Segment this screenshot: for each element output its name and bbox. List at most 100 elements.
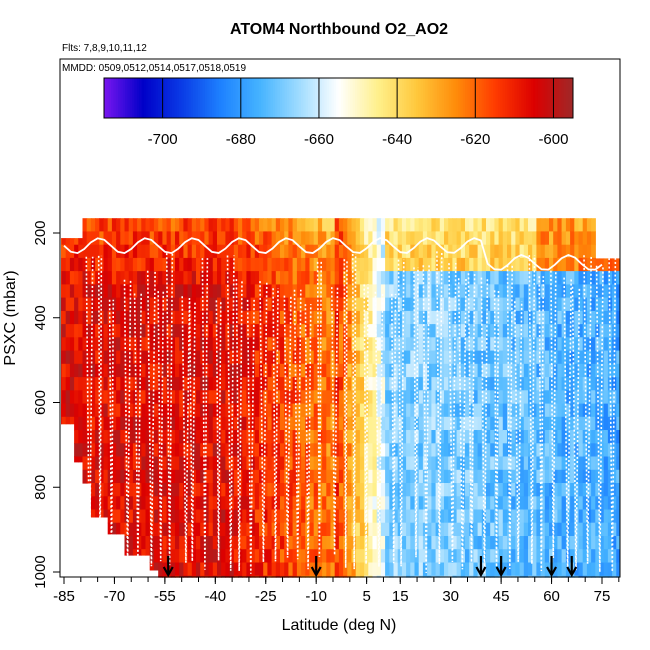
heatmap-cell — [380, 284, 386, 299]
heatmap-cell — [490, 363, 495, 378]
heatmap-cell — [305, 284, 311, 299]
heatmap-cell — [183, 377, 189, 391]
heatmap-cell — [586, 310, 592, 325]
heatmap-cell — [502, 456, 508, 471]
heatmap-cell — [578, 536, 584, 550]
heatmap-cell — [557, 271, 563, 285]
heatmap-cell — [246, 244, 252, 259]
heatmap-cell — [473, 257, 479, 272]
heatmap-cell — [183, 350, 189, 365]
colorbar-swatch — [164, 78, 168, 118]
heatmap-cell — [435, 297, 441, 312]
heatmap-cell — [494, 363, 500, 378]
profile-track — [201, 258, 209, 570]
heatmap-cell — [137, 324, 142, 338]
heatmap-cell — [322, 324, 327, 338]
heatmap-cell — [435, 218, 441, 232]
heatmap-cell — [595, 549, 601, 563]
heatmap-cell — [191, 218, 197, 232]
heatmap-cell — [212, 257, 218, 272]
heatmap-cell — [406, 390, 411, 405]
heatmap-cell — [263, 536, 268, 550]
heatmap-cell — [288, 483, 294, 497]
x-tick-label: 15 — [392, 588, 409, 605]
colorbar-swatch — [547, 78, 550, 118]
heatmap-cell — [175, 231, 180, 246]
heatmap-cell — [380, 324, 386, 338]
heatmap-cell — [544, 244, 550, 259]
heatmap-cell — [544, 350, 550, 365]
heatmap-cell — [200, 231, 205, 246]
heatmap-cell — [254, 536, 260, 550]
heatmap-cell — [338, 231, 344, 246]
heatmap-cell — [582, 377, 588, 391]
heatmap-cell — [351, 218, 357, 232]
heatmap-cell — [191, 496, 197, 511]
y-axis-label: PSXC (mbar) — [2, 270, 19, 365]
heatmap-cell — [158, 244, 163, 259]
heatmap-cell — [376, 509, 382, 524]
heatmap-cell — [502, 536, 508, 550]
heatmap-cell — [137, 297, 142, 312]
heatmap-cell — [250, 297, 256, 312]
heatmap-cell — [69, 363, 75, 378]
heatmap-cell — [338, 430, 344, 444]
heatmap-cell — [448, 310, 453, 325]
heatmap-cell — [422, 350, 428, 365]
heatmap-cell — [330, 469, 336, 484]
heatmap-cell — [582, 562, 588, 577]
heatmap-cell — [418, 483, 424, 497]
heatmap-cell — [561, 483, 567, 497]
heatmap-cell — [452, 536, 458, 550]
heatmap-cell — [511, 562, 516, 577]
heatmap-cell — [288, 522, 294, 537]
heatmap-cell — [120, 509, 126, 524]
heatmap-cell — [519, 416, 525, 431]
heatmap-cell — [557, 509, 563, 524]
heatmap-cell — [141, 496, 147, 511]
colorbar-swatch — [493, 78, 497, 118]
heatmap-cell — [217, 284, 222, 299]
heatmap-cell — [401, 483, 407, 497]
heatmap-cell — [208, 430, 214, 444]
heatmap-cell — [456, 377, 462, 391]
heatmap-cell — [532, 218, 537, 232]
heatmap-cell — [528, 310, 533, 325]
heatmap-cell — [238, 337, 243, 352]
heatmap-cell — [267, 549, 273, 563]
heatmap-cell — [284, 562, 289, 577]
colorbar-swatch — [401, 78, 405, 118]
heatmap-cell — [578, 377, 584, 391]
heatmap-cell — [586, 297, 592, 312]
heatmap-cell — [477, 284, 483, 299]
heatmap-cell — [208, 337, 214, 352]
heatmap-cell — [338, 390, 344, 405]
heatmap-cell — [557, 284, 563, 299]
heatmap-cell — [208, 549, 214, 563]
heatmap-cell — [616, 284, 620, 299]
heatmap-cell — [78, 350, 84, 365]
heatmap-cell — [507, 430, 512, 444]
heatmap-cell — [595, 469, 601, 484]
heatmap-cell — [431, 231, 437, 246]
heatmap-cell — [448, 456, 453, 471]
heatmap-cell — [469, 443, 474, 458]
heatmap-cell — [162, 231, 168, 246]
colorbar-swatch — [207, 78, 210, 118]
heatmap-cell — [78, 430, 84, 444]
heatmap-cell — [544, 483, 550, 497]
heatmap-cell — [175, 430, 180, 444]
heatmap-cell — [301, 284, 306, 299]
heatmap-cell — [486, 310, 491, 325]
heatmap-cell — [284, 271, 289, 285]
heatmap-cell — [536, 257, 542, 272]
heatmap-cell — [292, 271, 298, 285]
heatmap-cell — [435, 244, 441, 259]
heatmap-cell — [238, 244, 243, 259]
heatmap-cell — [292, 562, 298, 577]
heatmap-cell — [238, 509, 243, 524]
heatmap-cell — [162, 536, 168, 550]
heatmap-cell — [414, 562, 420, 577]
heatmap-cell — [486, 390, 491, 405]
heatmap-cell — [292, 522, 298, 537]
